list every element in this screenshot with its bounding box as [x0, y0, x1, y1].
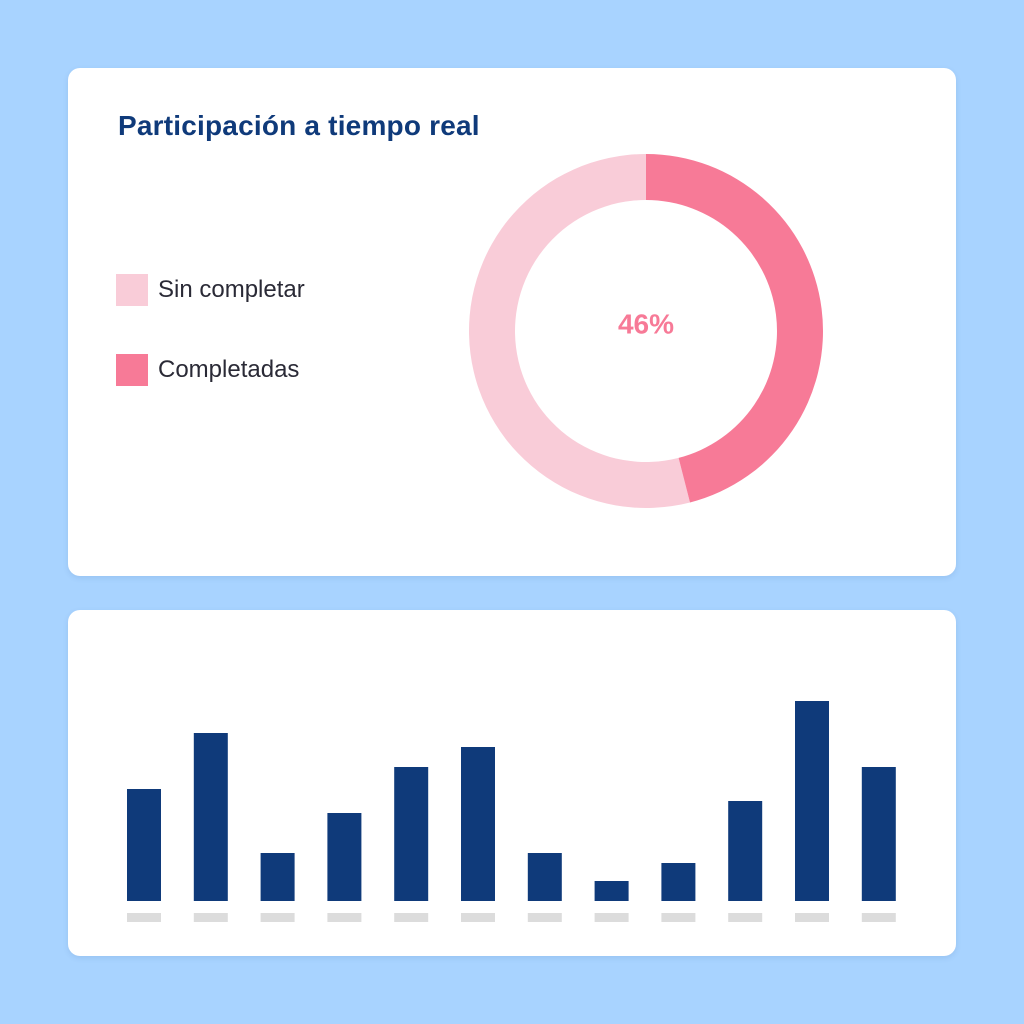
- bar-2: [193, 733, 228, 901]
- bar-5: [394, 767, 429, 901]
- bar-9: [661, 863, 696, 901]
- bar-label-placeholder-7: [527, 913, 562, 922]
- bar-11: [795, 701, 829, 901]
- legend-swatch-completed: [116, 354, 148, 386]
- legend-item-completed: Completadas: [116, 354, 305, 386]
- bar-label-placeholder-6: [461, 913, 495, 922]
- bar-4: [327, 813, 362, 901]
- participation-card: Participación a tiempo real Sin completa…: [68, 68, 956, 576]
- legend-label-completed: Completadas: [158, 356, 300, 383]
- donut-slice-incomplete: [468, 154, 691, 508]
- bar-12: [861, 767, 896, 901]
- bar-label-placeholder-1: [127, 913, 161, 922]
- donut-slice-completed: [646, 154, 823, 503]
- legend: Sin completar Completadas: [116, 274, 305, 434]
- bar-label-placeholder-3: [260, 913, 295, 922]
- legend-swatch-incomplete: [116, 274, 148, 306]
- bar-chart-card: [68, 610, 956, 956]
- legend-label-incomplete: Sin completar: [158, 276, 305, 303]
- bar-label-placeholder-5: [394, 913, 429, 922]
- bar-label-placeholder-4: [327, 913, 362, 922]
- bar-10: [728, 801, 763, 901]
- bar-8: [594, 881, 629, 901]
- bar-6: [461, 747, 495, 901]
- bar-label-placeholder-11: [795, 913, 829, 922]
- bar-1: [127, 789, 161, 901]
- bar-label-placeholder-8: [594, 913, 629, 922]
- donut-chart: 46%: [468, 154, 823, 508]
- bar-label-placeholder-12: [861, 913, 896, 922]
- bar-label-placeholder-9: [661, 913, 696, 922]
- bar-label-placeholder-10: [728, 913, 763, 922]
- bar-chart: [127, 701, 896, 922]
- bar-3: [260, 853, 295, 901]
- legend-item-incomplete: Sin completar: [116, 274, 305, 306]
- donut-center-label: 46%: [618, 309, 674, 340]
- chart-title: Participación a tiempo real: [118, 110, 480, 141]
- bar-label-placeholder-2: [193, 913, 228, 922]
- bar-7: [527, 853, 562, 901]
